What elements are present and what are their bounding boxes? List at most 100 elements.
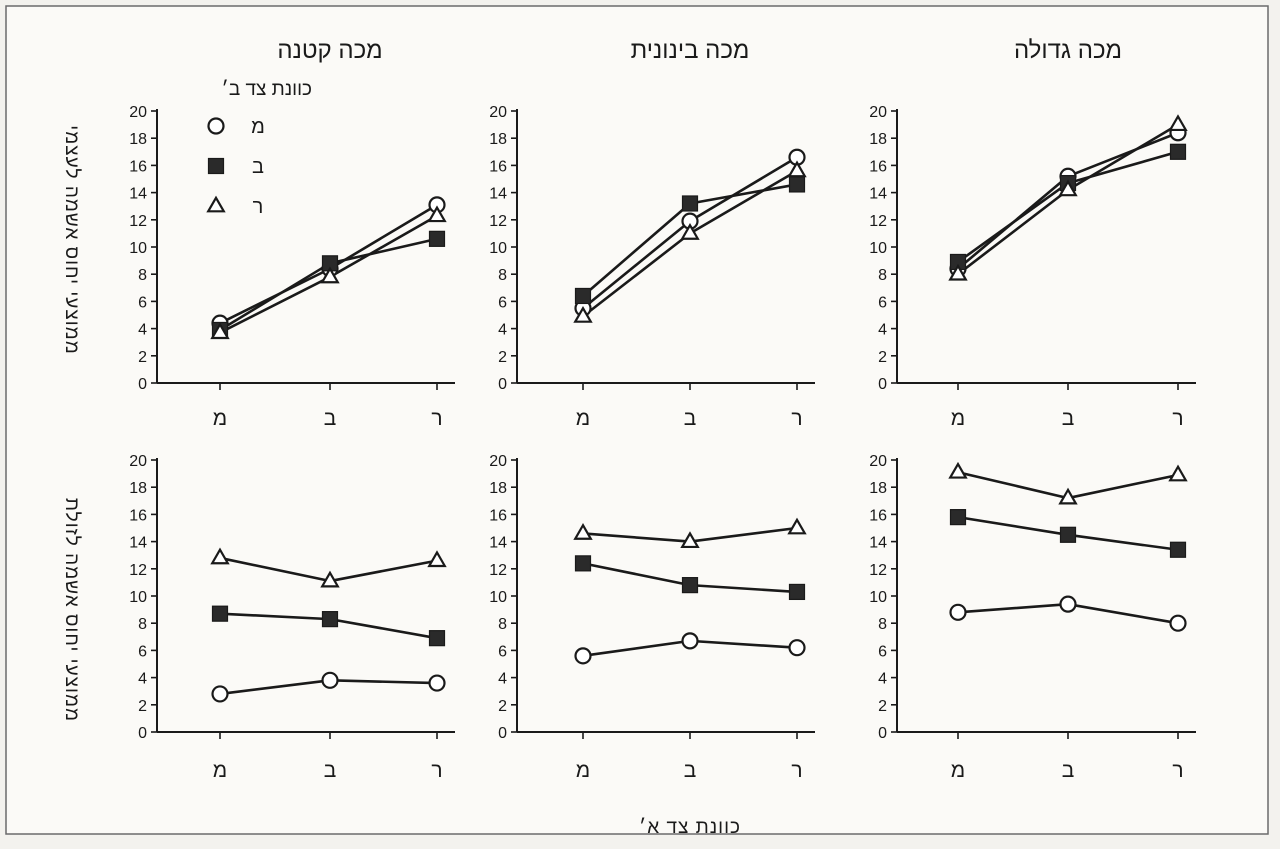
y-tick-label: 12 <box>489 213 507 230</box>
legend-marker-square <box>207 157 225 175</box>
x-tick-label: ב <box>684 759 697 782</box>
data-point-triangle <box>787 517 807 535</box>
x-axis-label: כוונת צד א׳ <box>639 817 741 838</box>
x-tick-label: מ <box>951 407 965 430</box>
panel-0-1: מכה בינונית 0 2 4 6 8 10 12 14 16 18 20 מ ב ר <box>489 37 815 430</box>
data-point-circle <box>681 632 699 650</box>
y-tick-label: 8 <box>498 616 507 633</box>
y-tick-label: 18 <box>489 131 507 148</box>
y-tick-label: 10 <box>129 589 147 606</box>
y-tick-label: 2 <box>138 349 147 366</box>
y-tick-label: 8 <box>498 267 507 284</box>
y-tick-label: 8 <box>138 616 147 633</box>
page-frame <box>5 5 1269 835</box>
y-tick-label: 2 <box>878 698 887 715</box>
y-tick-label: 20 <box>489 104 507 121</box>
y-tick-label: 14 <box>129 186 147 203</box>
y-tick-label: 18 <box>489 480 507 497</box>
data-point-circle <box>788 639 806 657</box>
data-point-triangle <box>1058 487 1078 505</box>
y-tick-label: 14 <box>869 535 887 552</box>
y-tick-label: 6 <box>878 643 887 660</box>
panel-1-2: 0 2 4 6 8 10 12 14 16 18 20 מ ב ר <box>869 453 1196 782</box>
y-tick-label: 18 <box>869 480 887 497</box>
x-tick-label: מ <box>213 759 227 782</box>
x-tick-label: ב <box>684 407 697 430</box>
legend-label: ב <box>252 156 264 178</box>
data-point-square <box>574 287 592 305</box>
y-tick-label: 4 <box>878 671 887 688</box>
data-point-square <box>1169 541 1187 558</box>
y-tick-label: 0 <box>878 376 887 393</box>
x-tick-label: ר <box>431 407 442 430</box>
y-tick-label: 6 <box>878 294 887 311</box>
y-tick-label: 6 <box>138 294 147 311</box>
data-point-triangle <box>320 266 340 284</box>
panel-1-1: 0 2 4 6 8 10 12 14 16 18 20 מ ב ר <box>489 453 815 782</box>
y-tick-label: 16 <box>489 158 507 175</box>
y-tick-label: 18 <box>129 480 147 497</box>
data-point-triangle <box>787 160 807 178</box>
y-tick-label: 4 <box>878 322 887 339</box>
y-tick-label: 8 <box>878 267 887 284</box>
data-point-square <box>681 577 699 594</box>
data-point-circle <box>949 603 967 621</box>
y-tick-label: 0 <box>138 725 147 742</box>
y-tick-label: 0 <box>878 725 887 742</box>
x-tick-label: ב <box>324 759 337 782</box>
x-tick-label: ר <box>1172 407 1183 430</box>
y-tick-label: 8 <box>878 616 887 633</box>
y-tick-label: 10 <box>869 240 887 257</box>
y-tick-label: 4 <box>498 671 507 688</box>
y-tick-label: 14 <box>129 535 147 552</box>
panel-title: מכה גדולה <box>1014 37 1122 64</box>
y-tick-label: 4 <box>498 322 507 339</box>
x-tick-label: ב <box>324 407 337 430</box>
data-point-circle <box>428 674 446 692</box>
x-tick-label: ר <box>431 759 442 782</box>
y-tick-label: 20 <box>489 453 507 470</box>
data-point-triangle <box>573 305 593 323</box>
x-tick-label: מ <box>576 407 590 430</box>
data-point-square <box>681 195 699 212</box>
x-tick-label: ר <box>1172 759 1183 782</box>
y-tick-label: 2 <box>138 698 147 715</box>
x-tick-label: ב <box>1062 407 1075 430</box>
legend-label: ר <box>253 196 264 218</box>
y-tick-label: 10 <box>489 240 507 257</box>
y-tick-label: 18 <box>869 131 887 148</box>
y-tick-label: 16 <box>489 507 507 524</box>
y-tick-label: 16 <box>869 158 887 175</box>
y-tick-label: 10 <box>489 589 507 606</box>
y-tick-label: 12 <box>869 213 887 230</box>
y-tick-label: 14 <box>489 186 507 203</box>
y-tick-label: 12 <box>869 562 887 579</box>
data-point-triangle <box>680 222 700 240</box>
data-point-triangle <box>1168 114 1188 132</box>
data-point-triangle <box>427 205 447 223</box>
y-tick-label: 8 <box>138 267 147 284</box>
y-tick-label: 10 <box>129 240 147 257</box>
data-point-circle <box>211 685 229 703</box>
y-tick-label: 0 <box>138 376 147 393</box>
data-point-square <box>788 583 806 601</box>
y-tick-label: 2 <box>498 698 507 715</box>
data-point-triangle <box>210 322 230 340</box>
data-point-square <box>1169 143 1187 160</box>
data-point-square <box>788 176 806 193</box>
y-tick-label: 20 <box>129 453 147 470</box>
data-point-square <box>211 605 229 622</box>
y-tick-label: 12 <box>129 562 147 579</box>
legend-label: מ <box>251 116 265 138</box>
x-tick-label: מ <box>576 759 590 782</box>
x-tick-label: מ <box>213 407 227 430</box>
data-point-square <box>321 611 339 628</box>
data-point-triangle <box>1058 179 1078 197</box>
data-point-square <box>1059 526 1077 543</box>
panel-title: מכה בינונית <box>631 37 750 64</box>
data-point-square <box>574 555 592 572</box>
y-tick-label: 20 <box>129 104 147 121</box>
legend-entries: מבר <box>206 116 265 218</box>
